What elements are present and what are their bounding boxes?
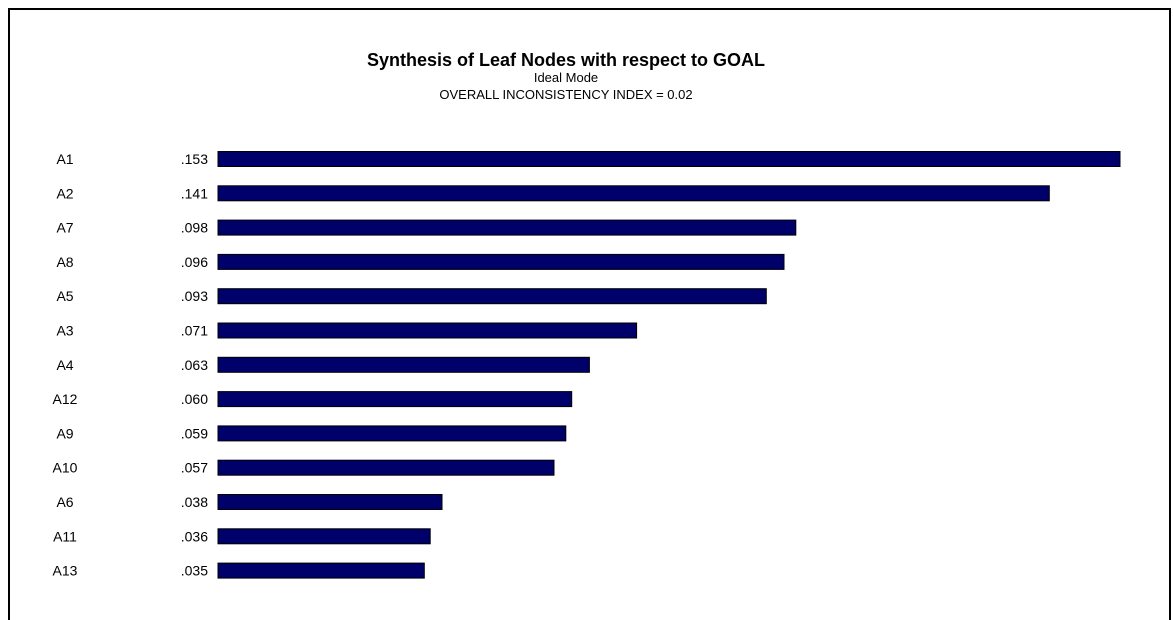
value-label-a13: .035 (181, 563, 208, 579)
bars-group: A1 .153 A2 .141 A7 .098 A8 .096 A5 .093 A3 .071 A4 .0… (53, 151, 1121, 579)
inconsistency-index: OVERALL INCONSISTENCY INDEX = 0.02 (439, 87, 692, 102)
value-label-a10: .057 (181, 460, 208, 476)
bar-a4 (217, 356, 590, 373)
bar-a1 (217, 151, 1121, 167)
bar-a5 (217, 288, 767, 305)
bar-a3 (217, 322, 638, 339)
value-label-a1: .153 (181, 151, 208, 167)
value-label-a5: .093 (181, 288, 208, 304)
value-label-a11: .036 (181, 528, 208, 544)
bar-a7 (217, 219, 797, 236)
value-label-a9: .059 (181, 425, 208, 441)
value-label-a4: .063 (181, 357, 208, 373)
chart-subtitle: Ideal Mode (534, 70, 598, 85)
category-label-a4: A4 (56, 357, 73, 373)
category-label-a8: A8 (56, 254, 73, 270)
category-label-a9: A9 (56, 425, 73, 441)
bar-a13 (217, 562, 425, 579)
value-label-a12: .060 (181, 391, 208, 407)
value-label-a7: .098 (181, 220, 208, 236)
category-label-a1: A1 (56, 151, 73, 167)
bar-a2 (217, 185, 1050, 202)
bar-a11 (217, 528, 431, 545)
value-label-a8: .096 (181, 254, 208, 270)
bar-a8 (217, 253, 785, 270)
category-label-a13: A13 (53, 563, 78, 579)
bar-a10 (217, 459, 555, 476)
category-label-a3: A3 (56, 323, 73, 339)
value-label-a3: .071 (181, 323, 208, 339)
bar-a9 (217, 425, 567, 442)
category-label-a11: A11 (53, 528, 77, 544)
bar-a6 (217, 494, 443, 510)
chart-frame (8, 8, 1171, 620)
value-label-a2: .141 (181, 185, 208, 201)
category-label-a12: A12 (53, 391, 78, 407)
chart-title: Synthesis of Leaf Nodes with respect to … (367, 50, 765, 70)
bar-a12 (217, 391, 573, 408)
value-label-a6: .038 (181, 494, 208, 510)
category-label-a7: A7 (56, 220, 73, 236)
category-label-a10: A10 (53, 460, 78, 476)
category-label-a2: A2 (56, 185, 73, 201)
category-label-a5: A5 (56, 288, 73, 304)
category-label-a6: A6 (56, 494, 73, 510)
